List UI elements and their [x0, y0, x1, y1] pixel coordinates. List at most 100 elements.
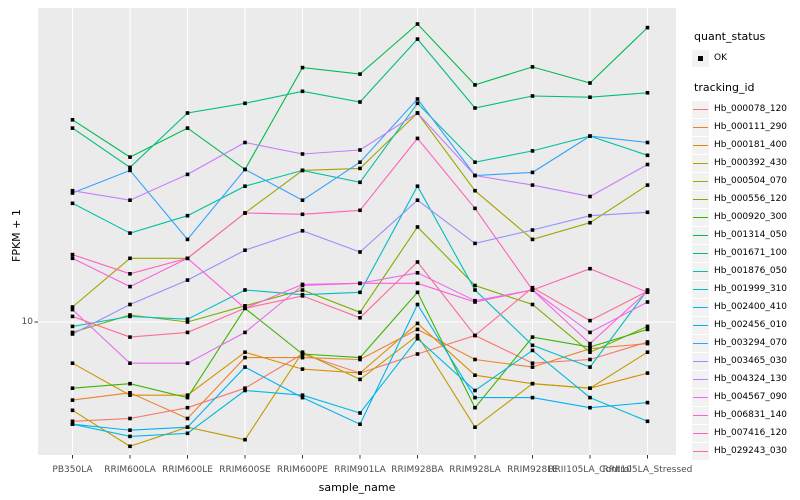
legend-item-Hb_006831_140: Hb_006831_140: [692, 406, 798, 424]
legend-item-label: Hb_004324_130: [714, 374, 788, 384]
data-point: [243, 167, 247, 172]
data-point: [473, 241, 477, 246]
data-point: [473, 425, 477, 429]
data-point: [128, 335, 132, 339]
line-swatch-icon: [692, 298, 709, 316]
legend-item-label: Hb_003294_070: [714, 338, 788, 348]
data-point: [128, 284, 132, 289]
legend-item-label: OK: [714, 53, 727, 63]
data-point: [243, 437, 247, 442]
data-point: [243, 330, 247, 335]
legend-item-label: Hb_000504_070: [714, 176, 788, 186]
data-point: [415, 111, 420, 115]
data-point: [358, 316, 362, 320]
data-point: [588, 395, 592, 400]
data-point: [358, 310, 362, 315]
data-point: [185, 330, 190, 335]
legend-item-Hb_000920_300: Hb_000920_300: [692, 208, 798, 226]
line-swatch-icon: [692, 262, 709, 280]
legend-item-Hb_000556_120: Hb_000556_120: [692, 190, 798, 208]
line-swatch-icon: [692, 208, 709, 226]
x-tick-label: RRIM928LA: [449, 465, 501, 475]
data-point: [473, 357, 477, 362]
legend-item-label: Hb_029243_030: [714, 446, 788, 456]
data-point: [70, 398, 75, 402]
data-point: [415, 352, 420, 356]
data-point: [645, 289, 650, 293]
data-point: [415, 271, 420, 275]
legend-item-ok: OK: [692, 49, 798, 67]
line-swatch-icon: [692, 352, 709, 370]
legend-item-Hb_001314_050: Hb_001314_050: [692, 226, 798, 244]
data-point: [358, 148, 362, 152]
data-point: [415, 101, 420, 106]
data-point: [128, 302, 132, 307]
data-point: [185, 416, 190, 421]
y-axis-title: FPKM + 1: [10, 209, 23, 262]
x-tick-label: RRIM928LE: [507, 465, 558, 475]
legend-item-label: Hb_001876_050: [714, 266, 788, 276]
line-swatch-icon: [692, 118, 709, 136]
data-point: [128, 391, 132, 395]
data-point: [530, 228, 535, 232]
legend-item-label: Hb_002456_010: [714, 320, 788, 330]
data-point: [358, 371, 362, 375]
x-tick-label: RRII105LA_Stressed: [602, 465, 693, 475]
data-point: [128, 381, 132, 386]
data-point: [300, 65, 305, 70]
data-point: [645, 140, 650, 145]
data-point: [530, 94, 535, 98]
data-point: [70, 305, 75, 309]
data-point: [300, 355, 305, 360]
line-swatch-icon: [692, 226, 709, 244]
data-point: [588, 95, 592, 99]
y-axis-tick-label: 10: [21, 317, 33, 327]
legend-item-Hb_000392_430: Hb_000392_430: [692, 154, 798, 172]
data-point: [530, 65, 535, 69]
data-point: [530, 365, 535, 369]
data-point: [358, 355, 362, 360]
line-swatch-icon: [692, 136, 709, 154]
data-point: [128, 231, 132, 235]
data-point: [70, 419, 75, 424]
data-point: [128, 393, 132, 397]
legend-item-label: Hb_004567_090: [714, 392, 788, 402]
ok-point-icon: [692, 49, 709, 67]
data-point: [588, 386, 592, 390]
line-swatch-icon: [692, 190, 709, 208]
data-point: [185, 172, 190, 177]
data-point: [415, 136, 420, 141]
legend-item-label: Hb_000078_120: [714, 104, 788, 114]
data-point: [415, 327, 420, 332]
line-swatch-icon: [692, 316, 709, 334]
line-swatch-icon: [692, 172, 709, 190]
data-point: [415, 290, 420, 295]
data-point: [645, 324, 650, 329]
data-point: [530, 361, 535, 365]
data-point: [243, 288, 247, 292]
data-point: [185, 393, 190, 397]
data-point: [645, 300, 650, 304]
data-point: [300, 294, 305, 298]
data-point: [70, 256, 75, 261]
line-swatch-icon: [692, 244, 709, 262]
data-point: [645, 327, 650, 332]
data-point: [530, 288, 535, 292]
data-point: [358, 72, 362, 76]
data-point: [588, 330, 592, 335]
line-swatch-icon: [692, 406, 709, 424]
data-point: [243, 304, 247, 308]
data-point: [70, 201, 75, 206]
x-axis-title: sample_name: [318, 481, 396, 494]
data-point: [243, 211, 247, 215]
data-point: [300, 168, 305, 173]
data-point: [128, 361, 132, 365]
data-point: [645, 400, 650, 405]
data-point: [588, 194, 592, 199]
data-point: [185, 111, 190, 115]
data-point: [185, 213, 190, 218]
data-point: [645, 25, 650, 30]
data-point: [128, 165, 132, 170]
data-point: [243, 355, 247, 360]
